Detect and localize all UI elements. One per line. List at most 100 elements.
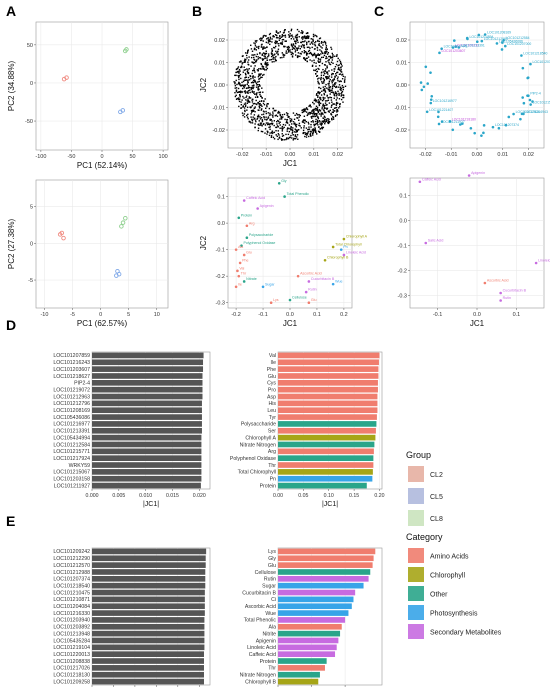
plot-panel <box>35 179 169 309</box>
legend-label: Chlorophyll <box>430 573 465 580</box>
point <box>244 84 247 86</box>
point <box>482 124 486 127</box>
point <box>328 82 330 84</box>
point <box>235 79 237 82</box>
point <box>239 73 242 76</box>
point <box>254 111 256 113</box>
point <box>294 134 297 136</box>
point <box>306 52 309 55</box>
point <box>254 81 256 83</box>
point <box>337 110 339 112</box>
point <box>336 111 338 113</box>
point <box>254 96 257 98</box>
category-label: Tyr <box>269 415 276 421</box>
point <box>265 112 268 115</box>
point <box>299 55 301 58</box>
point <box>317 96 319 98</box>
point <box>255 93 258 95</box>
point <box>331 59 334 61</box>
point <box>282 127 284 130</box>
point <box>311 112 313 114</box>
point-label: LOC101217441 <box>444 45 468 49</box>
point <box>262 40 264 42</box>
point <box>239 91 242 94</box>
point <box>440 120 444 123</box>
point <box>328 102 331 104</box>
point <box>298 30 300 33</box>
point <box>283 46 285 48</box>
x-tick-label: -0.02 <box>236 152 249 158</box>
point <box>302 109 304 111</box>
point <box>261 105 263 107</box>
point <box>338 68 340 71</box>
point <box>238 61 241 63</box>
point <box>315 94 318 96</box>
point <box>251 109 254 112</box>
point <box>313 115 315 118</box>
point <box>287 137 290 140</box>
point <box>326 108 328 110</box>
point <box>303 127 305 129</box>
point <box>261 58 263 60</box>
x-tick-label: 0 <box>100 154 103 160</box>
point <box>527 94 530 97</box>
point <box>244 109 246 112</box>
point <box>318 113 321 115</box>
point <box>312 38 314 40</box>
point <box>308 105 310 107</box>
point <box>324 90 327 92</box>
y-tick-label: 0.01 <box>396 61 407 67</box>
category-label: Chlorophyll A <box>245 435 276 441</box>
legend-label: Amino Acids <box>430 554 469 561</box>
point <box>248 96 250 98</box>
point <box>303 51 306 54</box>
point <box>322 120 325 122</box>
point <box>304 135 306 138</box>
point <box>279 37 281 40</box>
point <box>307 56 310 58</box>
point <box>269 118 271 121</box>
point <box>243 90 246 93</box>
point <box>279 113 281 116</box>
point <box>266 118 268 121</box>
point <box>324 102 327 104</box>
point <box>483 33 487 36</box>
point <box>308 126 310 128</box>
point <box>245 95 248 97</box>
point <box>257 69 260 72</box>
point <box>258 78 260 80</box>
point <box>271 49 274 52</box>
point <box>344 78 346 80</box>
point <box>265 66 267 68</box>
point <box>338 59 341 61</box>
point <box>283 54 286 56</box>
point <box>291 52 294 55</box>
point <box>238 105 240 108</box>
point <box>333 78 336 81</box>
point <box>325 45 328 47</box>
point <box>315 62 317 64</box>
point-label: LOC101216977 <box>433 99 457 103</box>
point <box>252 61 254 64</box>
point <box>265 35 267 37</box>
point <box>334 115 337 117</box>
point <box>458 123 462 126</box>
point <box>320 98 322 101</box>
point <box>331 82 333 84</box>
bar <box>92 448 202 455</box>
point-label: Ile <box>238 282 242 286</box>
point <box>269 36 272 39</box>
point <box>312 43 314 45</box>
point <box>339 248 343 251</box>
point <box>238 100 241 103</box>
point <box>307 121 309 124</box>
point <box>327 117 329 120</box>
point <box>316 115 318 117</box>
point <box>301 111 304 114</box>
point <box>305 36 307 39</box>
point <box>283 195 286 198</box>
bar <box>278 475 373 482</box>
bar <box>92 359 204 366</box>
point <box>275 30 278 32</box>
category-label: Glu <box>268 374 276 380</box>
